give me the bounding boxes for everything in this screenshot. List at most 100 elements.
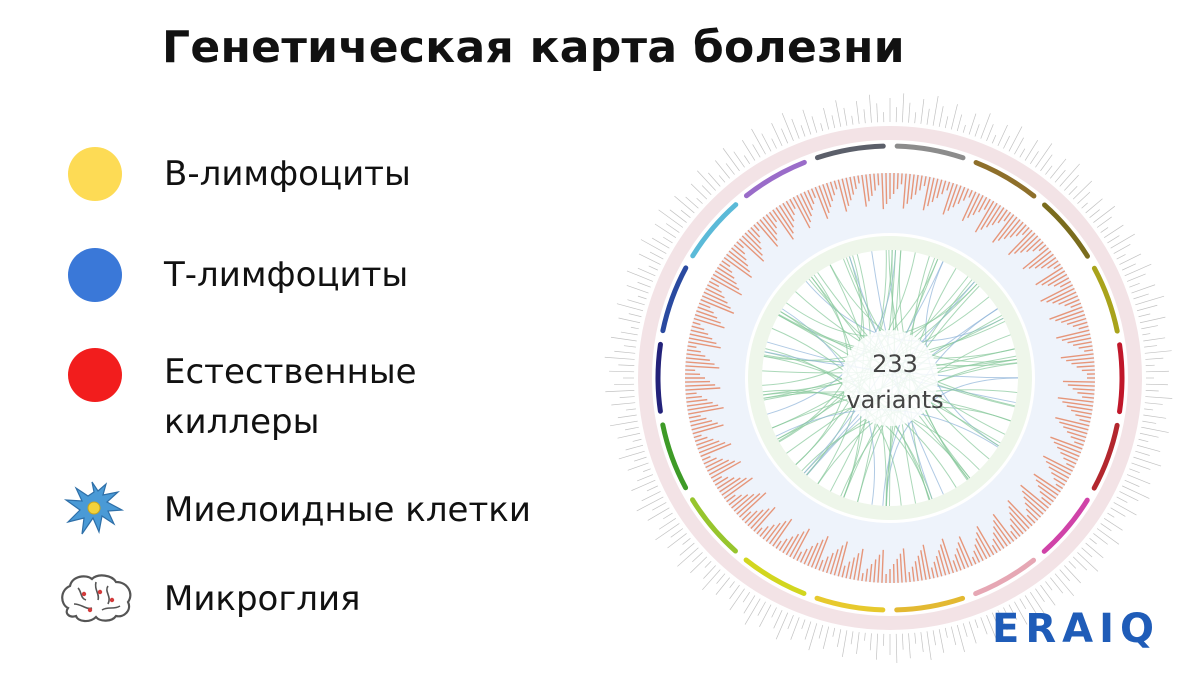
gene-label-tick [630, 326, 639, 330]
variant-bar [1022, 247, 1049, 270]
gene-label-tick [679, 542, 695, 556]
gene-label-tick [744, 598, 761, 625]
gene-label-tick [704, 560, 712, 568]
variant-bar [992, 532, 1005, 549]
variant-bar [1062, 380, 1095, 383]
variant-bar [762, 216, 778, 235]
variant-bar [1008, 229, 1033, 256]
variant-bar [772, 209, 794, 240]
gene-label-tick [850, 631, 854, 645]
gene-label-tick [1085, 198, 1103, 214]
variant-bar [765, 522, 781, 542]
legend-label: Миелоидные клетки [164, 490, 531, 530]
gene-label-tick [908, 102, 911, 123]
gene-label-tick [658, 517, 677, 530]
gene-label-tick [708, 172, 721, 187]
variant-bar [686, 353, 706, 357]
gene-label-tick [1144, 408, 1154, 411]
variant-bar [956, 548, 966, 570]
gene-label-tick [702, 569, 721, 591]
gene-label-tick [771, 123, 783, 146]
gene-label-tick [1059, 163, 1080, 187]
variant-bar [1010, 530, 1018, 540]
variant-bar [1066, 317, 1087, 325]
gene-label-tick [863, 109, 866, 124]
variant-bar [685, 395, 702, 399]
variant-bar [1035, 479, 1059, 496]
variant-bar [917, 555, 923, 581]
gene-label-tick [646, 485, 658, 492]
gene-label-tick [1064, 565, 1081, 584]
gene-label-tick [790, 617, 800, 640]
variant-bar [992, 538, 1002, 552]
variant-bar [1003, 211, 1012, 222]
gene-label-tick [856, 100, 860, 124]
gene-label-tick [831, 115, 836, 129]
gene-label-tick [761, 133, 772, 152]
variant-bar [685, 387, 721, 391]
gene-label-tick [974, 124, 980, 137]
variant-bar [686, 401, 713, 407]
variant-bar [1058, 295, 1079, 305]
gene-label-tick [811, 116, 818, 133]
variant-bar [818, 185, 830, 214]
gene-label-tick [991, 134, 997, 144]
gene-label-tick [1135, 295, 1165, 306]
gene-label-tick [1081, 547, 1093, 558]
circos-svg [604, 93, 1173, 664]
variant-bar [803, 191, 814, 211]
gene-label-tick [986, 614, 998, 641]
variant-bar [935, 555, 943, 577]
variant-bar [1041, 496, 1052, 506]
gene-label-tick [1107, 512, 1115, 518]
variant-bar [861, 573, 864, 582]
variant-bar [692, 321, 701, 326]
variant-bar [983, 198, 991, 210]
gene-label-tick [1068, 560, 1077, 569]
gene-label-tick [864, 632, 866, 641]
gene-label-tick [908, 633, 911, 659]
gene-label-tick [654, 223, 677, 239]
variant-bar [849, 176, 855, 195]
gene-label-tick [625, 444, 644, 451]
variant-bar [716, 477, 735, 490]
variant-bar [1003, 219, 1021, 240]
variant-bar [810, 539, 824, 568]
chromosome-segment [660, 265, 689, 334]
variant-bar [814, 536, 829, 570]
variant-bar [841, 178, 850, 207]
gene-label-tick [842, 630, 848, 658]
variant-bar [1050, 471, 1068, 483]
variant-bar [967, 193, 981, 219]
variant-bar [1063, 426, 1088, 435]
chromosome-segment [690, 202, 739, 259]
gene-label-tick [636, 496, 664, 512]
gene-label-tick [1014, 137, 1024, 155]
variant-bar [908, 571, 911, 583]
variant-bar [721, 477, 747, 496]
gene-label-tick [722, 148, 740, 172]
gene-label-tick [742, 591, 751, 603]
variant-bar [759, 525, 769, 537]
variant-bar [853, 553, 860, 580]
variant-bar [1049, 306, 1083, 320]
gene-label-tick [823, 107, 830, 130]
variant-bar [714, 270, 737, 285]
gene-label-tick [1072, 556, 1088, 571]
variant-bar [1056, 446, 1080, 458]
variant-bar [829, 549, 839, 575]
gene-label-tick [637, 295, 647, 300]
variant-bar [744, 232, 762, 250]
variant-bar [768, 520, 787, 545]
variant-bar [865, 568, 869, 582]
variant-bar [756, 221, 779, 247]
gene-label-tick [835, 100, 842, 127]
variant-bar [747, 509, 764, 527]
gene-label-tick [680, 209, 691, 218]
variant-bar [1045, 460, 1072, 476]
variant-bar [1072, 321, 1088, 328]
gene-label-tick [986, 124, 994, 142]
variant-bar [687, 404, 719, 411]
variant-bar [936, 179, 943, 199]
variant-bar [703, 457, 717, 465]
